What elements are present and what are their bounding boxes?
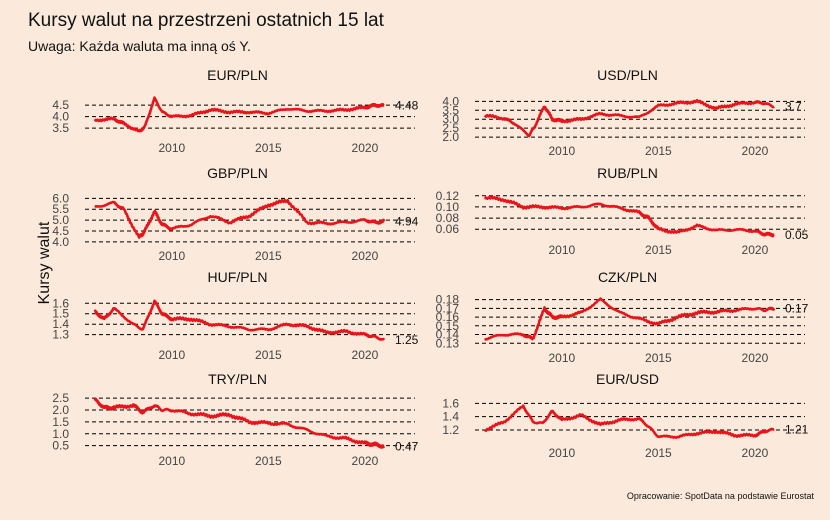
rub-pln-x-tick-label: 2010 [549, 243, 576, 257]
rub-pln-y-tick-label: 0.06 [436, 222, 460, 236]
rub-pln-y-tick-label: 0.10 [436, 200, 460, 214]
try-pln-y-tick-label: 0.5 [52, 439, 69, 453]
huf-pln-x-tick-label: 2010 [159, 348, 186, 362]
huf-pln-y-tick-label: 1.4 [52, 317, 69, 331]
huf-pln-y-tick-label: 1.6 [52, 296, 69, 310]
usd-pln-x-tick-label: 2015 [645, 144, 672, 158]
chart-title: Kursy walut na przestrzeni ostatnich 15 … [28, 10, 384, 31]
usd-pln-last-value-label: 3.7 [785, 100, 802, 114]
usd-pln-x-tick-label: 2010 [549, 144, 576, 158]
czk-pln-x-tick-label: 2010 [549, 351, 576, 365]
gbp-pln-x-tick-label: 2010 [159, 249, 186, 263]
eur-pln-y-tick-label: 3.5 [52, 121, 69, 135]
czk-pln-y-tick-label: 0.13 [436, 336, 460, 350]
usd-pln-y-tick-label: 3.0 [442, 112, 459, 126]
usd-pln-series-line [483, 98, 775, 138]
source-caption: Opracowanie: SpotData na podstawie Euros… [626, 491, 814, 501]
gbp-pln-panel-title: GBP/PLN [207, 165, 268, 181]
eur-usd-last-value-label: 1.21 [785, 422, 809, 436]
eur-usd-y-tick-label: 1.2 [442, 423, 459, 437]
eur-usd-y-tick-label: 1.4 [442, 410, 459, 424]
gbp-pln-x-tick-label: 2020 [352, 249, 379, 263]
eur-pln-y-tick-label: 4.0 [52, 110, 69, 124]
gbp-pln-series-line [94, 198, 386, 239]
gbp-pln-y-tick-label: 6.0 [52, 191, 69, 205]
czk-pln-y-tick-label: 0.18 [436, 293, 460, 307]
eur-usd-panel-title: EUR/USD [596, 371, 659, 387]
usd-pln-y-tick-label: 2.0 [442, 130, 459, 144]
usd-pln-y-tick-label: 3.5 [442, 103, 459, 117]
try-pln-y-tick-label: 1.0 [52, 427, 69, 441]
czk-pln-x-tick-label: 2015 [645, 351, 672, 365]
eur-pln-x-tick-label: 2010 [159, 141, 186, 155]
eur-usd-x-tick-label: 2015 [645, 446, 672, 460]
try-pln-panel-title: TRY/PLN [208, 371, 267, 387]
try-pln-y-tick-label: 1.5 [52, 415, 69, 429]
czk-pln-x-tick-label: 2020 [742, 351, 769, 365]
huf-pln-x-tick-label: 2015 [255, 348, 282, 362]
rub-pln-x-tick-label: 2020 [742, 243, 769, 257]
gbp-pln-last-value-label: 4.94 [395, 214, 419, 228]
eur-usd-y-tick-label: 1.6 [442, 396, 459, 410]
gbp-pln-x-tick-label: 2015 [255, 249, 282, 263]
usd-pln-y-tick-label: 2.5 [442, 121, 459, 135]
gbp-pln-y-tick-label: 5.0 [52, 213, 69, 227]
czk-pln-panel-title: CZK/PLN [598, 269, 657, 285]
eur-usd-series-line [483, 404, 775, 440]
try-pln-y-tick-label: 2.0 [52, 403, 69, 417]
try-pln-x-tick-label: 2020 [352, 454, 379, 468]
rub-pln-last-value-label: 0.05 [785, 228, 809, 242]
gbp-pln-y-tick-label: 4.0 [52, 235, 69, 249]
usd-pln-y-tick-label: 4.0 [442, 94, 459, 108]
eur-pln-series-line [93, 96, 385, 133]
huf-pln-x-tick-label: 2020 [352, 348, 379, 362]
rub-pln-x-tick-label: 2015 [645, 243, 672, 257]
usd-pln-panel-title: USD/PLN [597, 67, 658, 83]
huf-pln-y-tick-label: 1.3 [52, 328, 69, 342]
czk-pln-y-tick-label: 0.17 [436, 301, 460, 315]
czk-pln-y-tick-label: 0.15 [436, 319, 460, 333]
rub-pln-series-line [483, 195, 775, 238]
czk-pln-y-tick-label: 0.14 [436, 328, 460, 342]
czk-pln-last-value-label: 0.17 [785, 301, 809, 315]
rub-pln-y-tick-label: 0.12 [436, 189, 460, 203]
eur-pln-x-tick-label: 2020 [352, 141, 379, 155]
gbp-pln-y-tick-label: 5.5 [52, 202, 69, 216]
huf-pln-series-line [93, 299, 386, 341]
rub-pln-y-tick-label: 0.08 [436, 211, 460, 225]
chart-subtitle: Uwaga: Każda waluta ma inną oś Y. [28, 38, 251, 54]
rub-pln-panel-title: RUB/PLN [597, 165, 658, 181]
huf-pln-y-tick-label: 1.5 [52, 307, 69, 321]
eur-usd-x-tick-label: 2020 [742, 446, 769, 460]
czk-pln-y-tick-label: 0.16 [436, 310, 460, 324]
eur-pln-x-tick-label: 2015 [255, 141, 282, 155]
eur-usd-x-tick-label: 2010 [549, 446, 576, 460]
huf-pln-last-value-label: 1.25 [395, 333, 419, 347]
try-pln-y-tick-label: 2.5 [52, 391, 69, 405]
eur-pln-y-tick-label: 4.5 [52, 98, 69, 112]
eur-pln-last-value-label: 4.48 [395, 99, 419, 113]
huf-pln-panel-title: HUF/PLN [208, 269, 268, 285]
usd-pln-x-tick-label: 2020 [742, 144, 769, 158]
try-pln-x-tick-label: 2010 [159, 454, 186, 468]
try-pln-last-value-label: 0.47 [395, 439, 419, 453]
gbp-pln-y-tick-label: 4.5 [52, 224, 69, 238]
eur-pln-panel-title: EUR/PLN [207, 67, 268, 83]
try-pln-x-tick-label: 2015 [255, 454, 282, 468]
try-pln-series-line [93, 397, 386, 449]
czk-pln-series-line [484, 297, 776, 342]
